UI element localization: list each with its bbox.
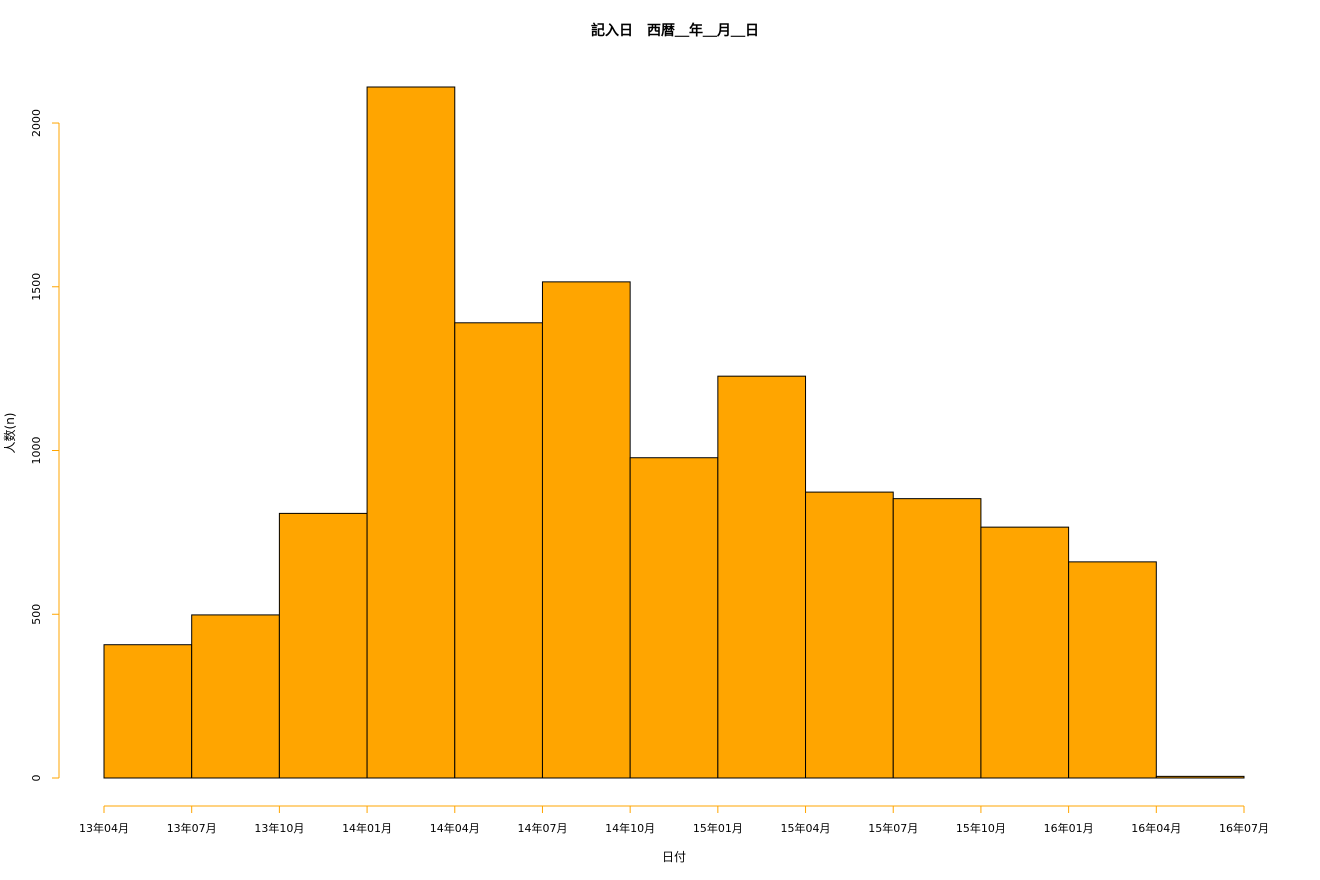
- bar-13年07月: [191, 614, 280, 779]
- x-tick-label: 14年01月: [342, 821, 392, 835]
- bar-13年04月: [103, 644, 193, 779]
- x-tick-label: 14年07月: [517, 821, 567, 835]
- bar-16年04月: [1155, 775, 1245, 779]
- x-tick-label: 16年04月: [1131, 821, 1181, 835]
- x-tick-label: 15年01月: [693, 821, 743, 835]
- y-tick-label: 500: [30, 604, 43, 625]
- bar-15年10月: [980, 526, 1070, 779]
- x-axis-label: 日付: [662, 850, 686, 864]
- x-tick-label: 15年10月: [956, 821, 1006, 835]
- bar-15年01月: [717, 375, 807, 779]
- x-tick-label: 14年04月: [430, 821, 480, 835]
- x-tick-label: 16年07月: [1219, 821, 1269, 835]
- y-tick-label: 1500: [30, 273, 43, 301]
- x-tick-label: 15年07月: [868, 821, 918, 835]
- bar-16年01月: [1068, 561, 1157, 779]
- x-tick-label: 13年04月: [79, 821, 129, 835]
- bar-14年01月: [366, 86, 456, 779]
- x-tick-label: 15年04月: [781, 821, 831, 835]
- y-tick-label: 0: [30, 775, 43, 782]
- y-tick-label: 1000: [30, 437, 43, 465]
- x-tick-label: 16年01月: [1044, 821, 1094, 835]
- x-tick-label: 13年07月: [167, 821, 217, 835]
- y-tick-label: 2000: [30, 109, 43, 137]
- x-axis: 13年04月 13年07月 13年10月 14年01月 14年04月 14年07月 14年1…: [79, 805, 1269, 835]
- y-axis-label: 人数(n): [2, 413, 17, 454]
- bar-14年10月: [629, 457, 719, 779]
- bar-14年07月: [541, 281, 631, 779]
- bar-14年04月: [454, 322, 543, 779]
- x-tick-label: 13年10月: [254, 821, 304, 835]
- x-tick-label: 14年10月: [605, 821, 655, 835]
- bar-15年07月: [892, 498, 982, 779]
- y-axis: 0 500 1000 1500 2000: [30, 109, 60, 782]
- chart-title: 記入日 西暦＿年＿月＿日: [591, 22, 759, 39]
- bar-13年10月: [278, 512, 368, 779]
- bars-group: [103, 86, 1245, 779]
- bar-15年04月: [805, 491, 894, 779]
